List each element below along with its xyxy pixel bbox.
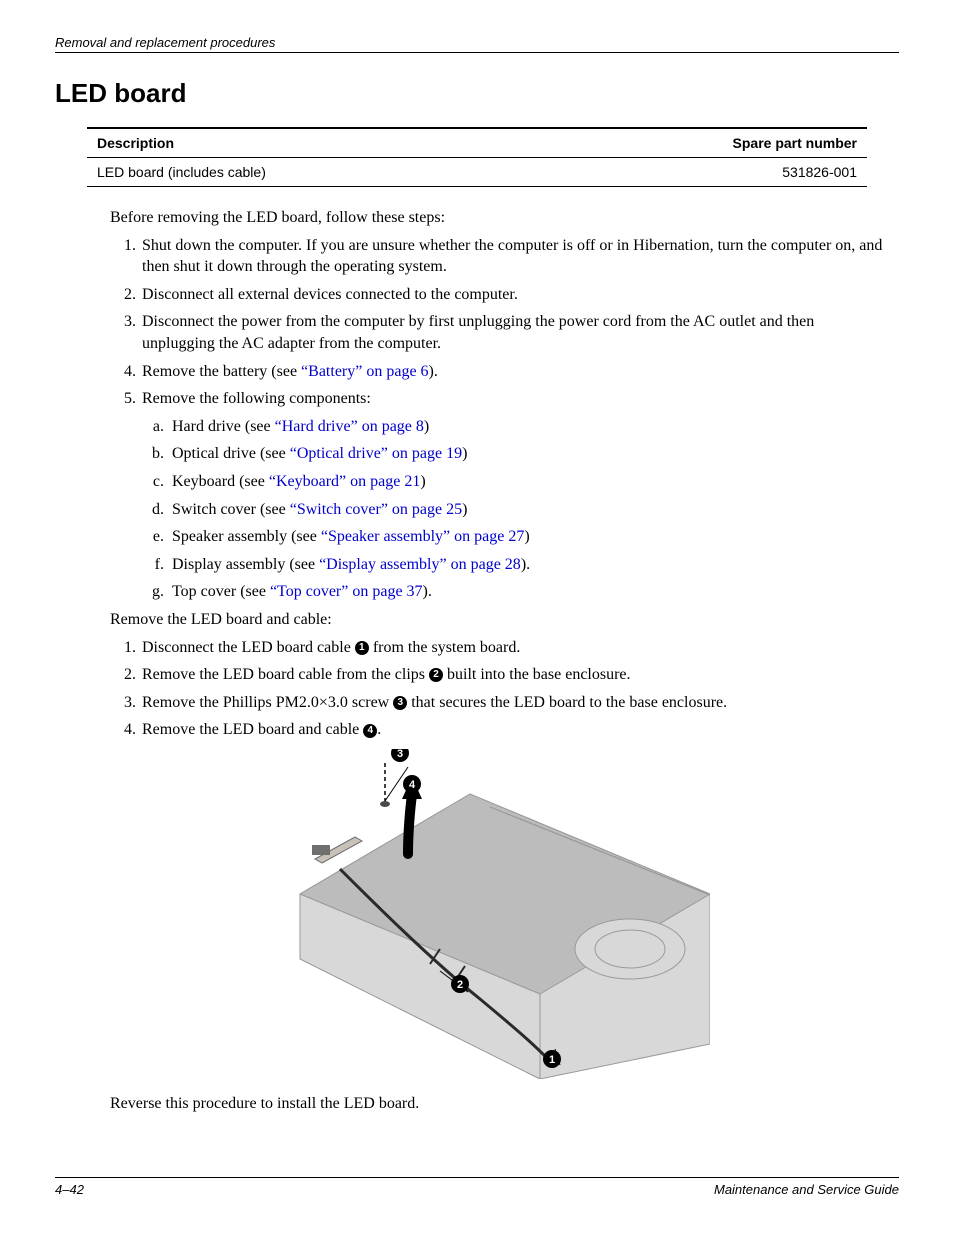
cell-description: LED board (includes cable): [87, 158, 529, 187]
list-item: Disconnect all external devices connecte…: [140, 284, 889, 306]
closing-text: Reverse this procedure to install the LE…: [110, 1093, 889, 1115]
list-item: Remove the LED board and cable 4.: [140, 719, 889, 741]
col-sparepart: Spare part number: [529, 128, 867, 158]
svg-text:4: 4: [408, 779, 415, 791]
list-item: Hard drive (see “Hard drive” on page 8): [168, 416, 889, 438]
running-header: Removal and replacement procedures: [55, 35, 899, 53]
svg-text:3: 3: [396, 749, 402, 760]
svg-text:2: 2: [456, 979, 462, 991]
list-item: Remove the battery (see “Battery” on pag…: [140, 361, 889, 383]
callout-bullet-icon: 3: [393, 696, 407, 710]
callout-bullet-icon: 1: [355, 641, 369, 655]
cross-ref-link[interactable]: “Battery” on page 6: [301, 363, 429, 380]
cross-ref-link[interactable]: “Top cover” on page 37: [270, 583, 423, 600]
cell-sparepart: 531826-001: [529, 158, 867, 187]
parts-table: Description Spare part number LED board …: [87, 127, 867, 187]
guide-name: Maintenance and Service Guide: [714, 1182, 899, 1197]
figure-svg: 3 4 2 1: [290, 749, 710, 1079]
callout-bullet-icon: 2: [429, 668, 443, 682]
list-item: Speaker assembly (see “Speaker assembly”…: [168, 526, 889, 548]
list-item: Keyboard (see “Keyboard” on page 21): [168, 471, 889, 493]
list-item: Switch cover (see “Switch cover” on page…: [168, 499, 889, 521]
list-item: Disconnect the power from the computer b…: [140, 311, 889, 354]
remove-steps-list: Disconnect the LED board cable 1 from th…: [140, 637, 889, 741]
svg-text:1: 1: [548, 1054, 554, 1066]
list-item: Remove the Phillips PM2.0×3.0 screw 3 th…: [140, 692, 889, 714]
list-item: Shut down the computer. If you are unsur…: [140, 235, 889, 278]
list-item: Remove the following components:Hard dri…: [140, 388, 889, 603]
list-item: Top cover (see “Top cover” on page 37).: [168, 581, 889, 603]
table-row: LED board (includes cable) 531826-001: [87, 158, 867, 187]
cross-ref-link[interactable]: “Keyboard” on page 21: [269, 473, 421, 490]
cross-ref-link[interactable]: “Optical drive” on page 19: [290, 445, 462, 462]
list-item: Disconnect the LED board cable 1 from th…: [140, 637, 889, 659]
pre-steps-list: Shut down the computer. If you are unsur…: [140, 235, 889, 603]
sub-list: Hard drive (see “Hard drive” on page 8) O…: [168, 416, 889, 603]
figure-led-board: 3 4 2 1: [290, 749, 710, 1079]
callout-bullet-icon: 4: [363, 724, 377, 738]
page-number: 4–42: [55, 1182, 84, 1197]
section-title: LED board: [55, 78, 899, 109]
cross-ref-link[interactable]: “Speaker assembly” on page 27: [321, 528, 524, 545]
page-footer: 4–42 Maintenance and Service Guide: [55, 1177, 899, 1197]
intro-text: Before removing the LED board, follow th…: [110, 207, 889, 229]
list-item: Display assembly (see “Display assembly”…: [168, 554, 889, 576]
cross-ref-link[interactable]: “Hard drive” on page 8: [275, 418, 424, 435]
col-description: Description: [87, 128, 529, 158]
list-item: Remove the LED board cable from the clip…: [140, 664, 889, 686]
list-item: Optical drive (see “Optical drive” on pa…: [168, 443, 889, 465]
cross-ref-link[interactable]: “Switch cover” on page 25: [290, 501, 462, 518]
cross-ref-link[interactable]: “Display assembly” on page 28: [319, 556, 521, 573]
remove-intro: Remove the LED board and cable:: [110, 609, 889, 631]
